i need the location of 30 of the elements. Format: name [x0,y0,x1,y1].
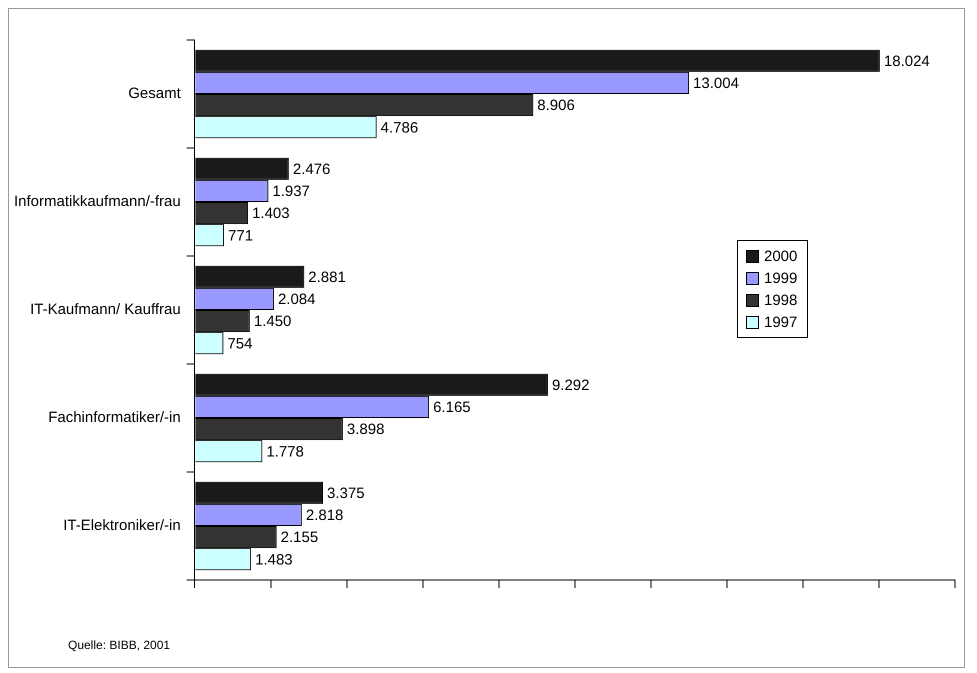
data-label: 771 [228,227,254,244]
y-tick-label: Gesamt [128,85,182,102]
data-label: 1.778 [266,443,304,460]
data-label: 3.375 [327,484,365,502]
y-tick-label: IT-Kaufmann/ Kauffrau [30,301,181,318]
data-label: 1.450 [254,313,292,330]
data-label: 1.483 [255,551,293,568]
data-label: 6.165 [433,399,471,416]
data-label: 8.906 [537,97,575,114]
data-label: 13.004 [693,75,739,92]
data-label: 4.786 [380,119,418,136]
legend-label: 1997 [764,314,798,330]
y-tick-label: IT-Elektroniker/-in [63,517,181,534]
y-tick-label: Fachinformatiker/-in [48,409,181,426]
data-label: 1.937 [272,183,310,200]
data-label: 3.898 [346,421,384,438]
data-label: 1.403 [252,205,290,222]
source-note: Quelle: BIBB, 2001 [68,638,170,652]
legend-label: 1999 [764,270,798,286]
data-label: 9.292 [552,376,590,394]
data-label: 2.818 [306,507,344,524]
legend-label: 2000 [764,248,798,264]
data-label: 2.881 [308,268,346,286]
data-label: 2.084 [278,291,316,308]
data-label: 2.155 [280,529,318,546]
data-label: 18.024 [884,52,930,70]
legend-label: 1998 [764,292,798,308]
data-label: 754 [227,335,252,352]
data-label: 2.476 [292,160,330,178]
y-tick-label: Informatikkaufmann/-frau [14,193,181,210]
